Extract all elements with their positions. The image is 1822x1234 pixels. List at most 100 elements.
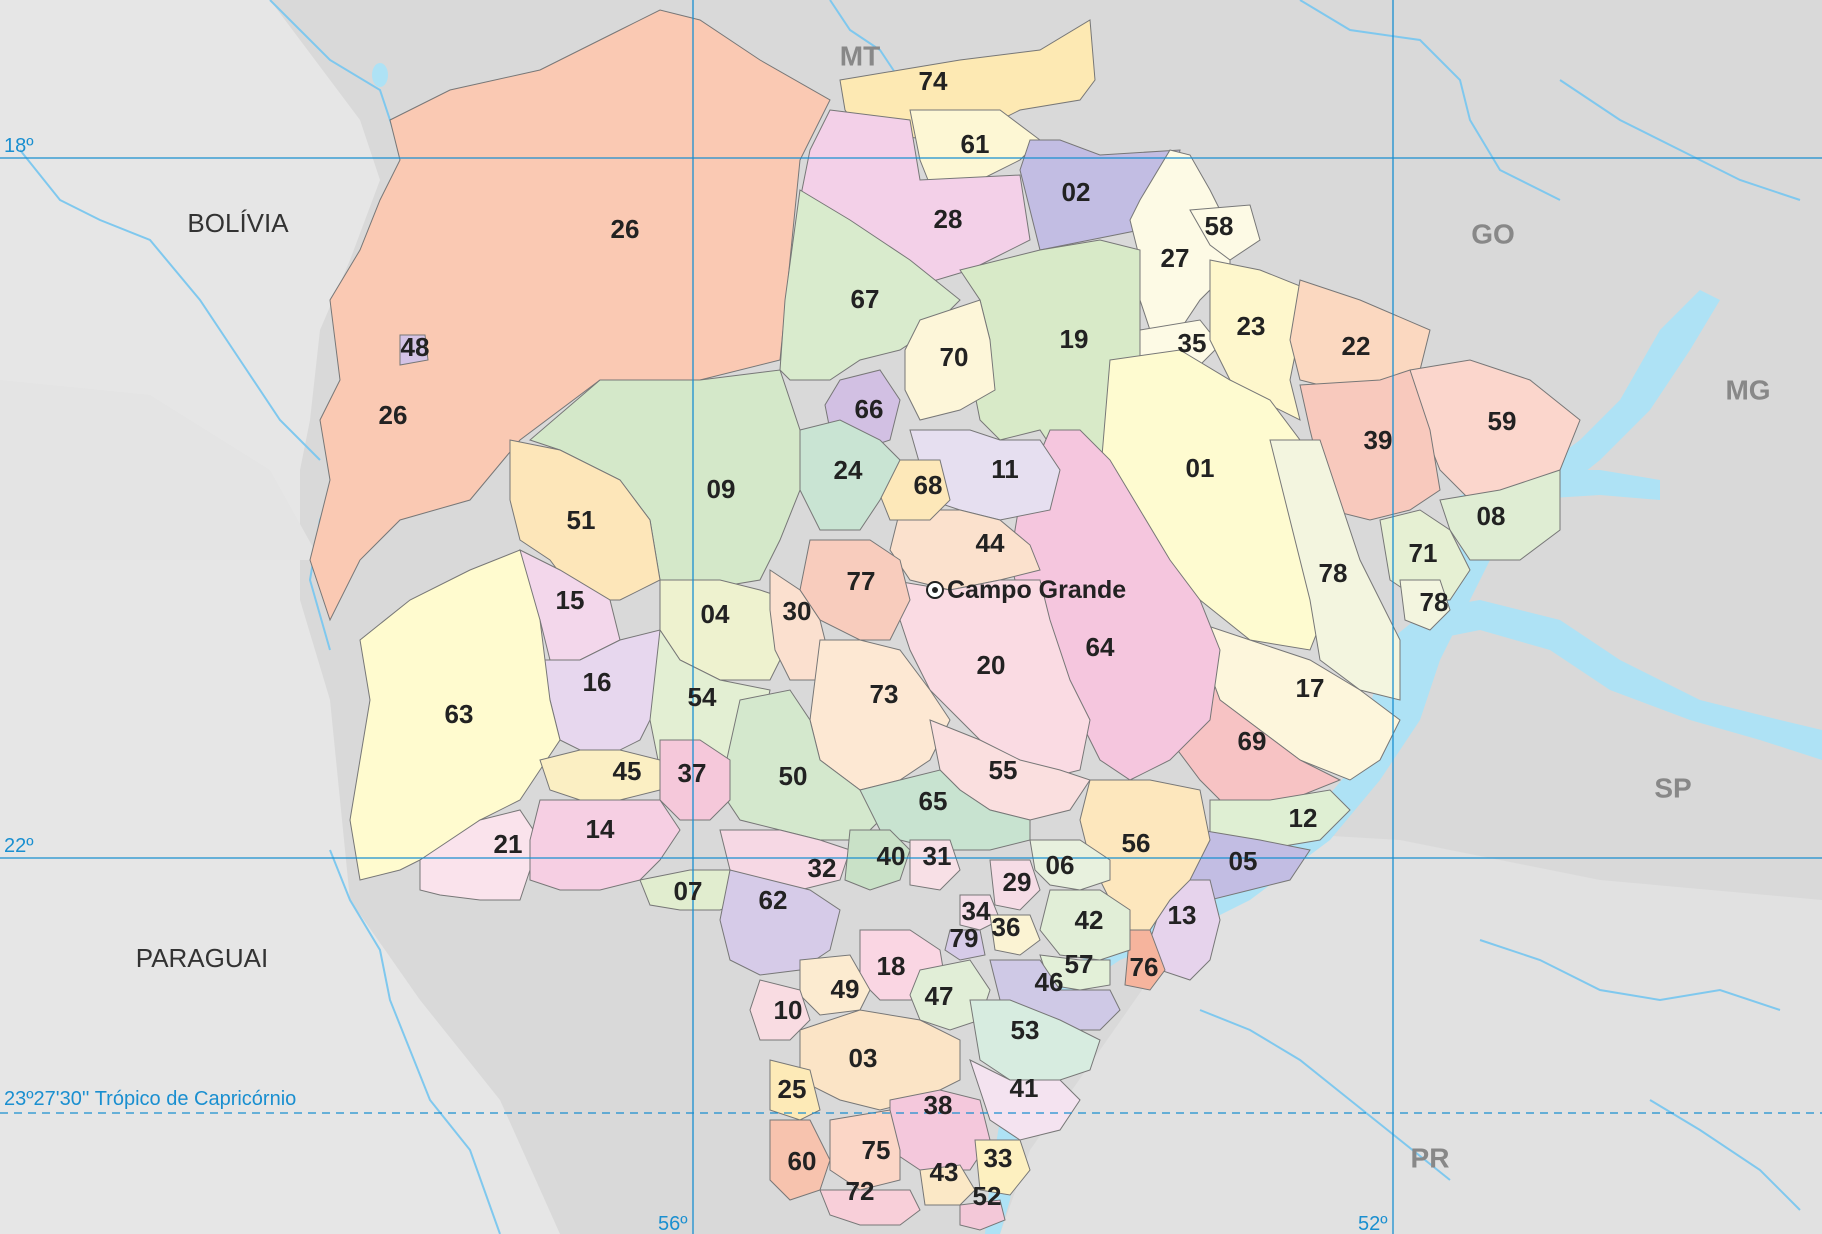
municipality-label-13: 13 — [1168, 900, 1197, 930]
municipality-label-55: 55 — [989, 755, 1018, 785]
municipality-label-27: 27 — [1161, 243, 1190, 273]
municipality-36-region — [989, 914, 1041, 956]
municipality-label-15: 15 — [556, 585, 585, 615]
municipality-label-22: 22 — [1342, 331, 1371, 361]
municipality-21-region — [419, 809, 541, 901]
municipality-label-56: 56 — [1122, 828, 1151, 858]
tropic-label: 23º27'30'' Trópico de Capricórnio — [4, 1088, 296, 1110]
municipality-label-63: 63 — [445, 699, 474, 729]
municipality-label-37: 37 — [678, 758, 707, 788]
municipalities — [309, 9, 1581, 1231]
municipality-label-03: 03 — [849, 1043, 878, 1073]
municipality-label-57: 57 — [1065, 949, 1094, 979]
municipality-label-53: 53 — [1011, 1015, 1040, 1045]
municipality-label-31: 31 — [923, 841, 952, 871]
municipality-25-region — [769, 1059, 821, 1121]
municipality-label-18: 18 — [877, 951, 906, 981]
municipality-label-32: 32 — [808, 853, 837, 883]
municipality-label-24: 24 — [834, 455, 863, 485]
rivers — [19, 0, 1801, 1234]
municipality-label-16: 16 — [583, 667, 612, 697]
municipality-70-region — [904, 299, 996, 421]
state-label-go: GO — [1471, 218, 1515, 249]
municipality-label-11: 11 — [991, 454, 1019, 484]
municipality-label-36: 36 — [992, 912, 1021, 942]
municipality-label-60: 60 — [788, 1146, 817, 1176]
municipality-label-69: 69 — [1238, 726, 1267, 756]
country-label-paraguai: PARAGUAI — [136, 943, 268, 973]
lon-label-56: 56º — [658, 1213, 688, 1234]
municipality-label-43: 43 — [930, 1157, 959, 1187]
municipality-label-51: 51 — [567, 505, 596, 535]
state-label-pr: PR — [1411, 1142, 1450, 1173]
municipality-label-21: 21 — [494, 829, 523, 859]
capital-label: Campo Grande — [947, 576, 1126, 604]
municipality-label-25: 25 — [778, 1074, 807, 1104]
region-labels: BOLÍVIA PARAGUAI MT GO MG SP PR — [136, 40, 1771, 1173]
municipality-40-region — [844, 829, 911, 891]
municipality-label-34: 34 — [962, 896, 991, 926]
municipality-label-40: 40 — [877, 841, 906, 871]
municipality-label-67: 67 — [851, 284, 880, 314]
municipality-label-54: 54 — [688, 682, 717, 712]
municipality-label-45: 45 — [613, 756, 642, 786]
municipality-label-64: 64 — [1086, 632, 1115, 662]
municipality-79-region — [944, 929, 986, 961]
country-label-bolivia: BOLÍVIA — [187, 208, 289, 238]
municipality-53-region — [969, 999, 1101, 1081]
capital-dot-center — [932, 587, 938, 593]
municipality-48-region — [399, 334, 429, 366]
municipality-label-28: 28 — [934, 204, 963, 234]
municipality-label-46: 46 — [1035, 967, 1064, 997]
municipality-label-73: 73 — [870, 679, 899, 709]
municipality-label-44: 44 — [976, 528, 1005, 558]
municipality-label-33: 33 — [984, 1143, 1013, 1173]
municipality-26-region — [309, 9, 831, 622]
municipality-31-region — [909, 839, 961, 891]
municipality-label-75: 75 — [862, 1135, 891, 1165]
municipality-label-79: 79 — [950, 923, 979, 953]
municipality-label-59: 59 — [1488, 406, 1517, 436]
municipality-label-76: 76 — [1130, 952, 1159, 982]
municipality-label-78a: 78 — [1319, 558, 1348, 588]
municipality-75-region — [829, 1109, 901, 1191]
lat-label-18: 18º — [4, 135, 34, 157]
municipality-42-region — [1039, 889, 1131, 961]
municipality-label-30: 30 — [783, 596, 812, 626]
municipality-51-region — [509, 439, 661, 601]
municipality-label-71: 71 — [1409, 538, 1438, 568]
municipality-label-09: 09 — [707, 474, 736, 504]
municipality-label-17: 17 — [1296, 673, 1325, 703]
municipality-label-01: 01 — [1186, 453, 1215, 483]
municipality-71-region — [1379, 509, 1471, 601]
municipality-label-74: 74 — [919, 66, 948, 96]
municipality-78-region — [1269, 439, 1401, 701]
municipality-41-region — [969, 1059, 1081, 1141]
municipality-label-66: 66 — [855, 394, 884, 424]
municipality-06-region — [1029, 839, 1111, 891]
municipality-label-23: 23 — [1237, 311, 1266, 341]
municipality-label-19: 19 — [1060, 324, 1089, 354]
municipality-label-12: 12 — [1289, 803, 1318, 833]
municipality-61-region — [909, 109, 1041, 186]
municipality-label-48: 48 — [401, 332, 430, 362]
municipality-63-region — [349, 549, 561, 881]
municipality-label-38: 38 — [924, 1090, 953, 1120]
lon-label-52: 52º — [1358, 1213, 1388, 1234]
municipality-label-49: 49 — [831, 974, 860, 1004]
municipality-label-02: 02 — [1062, 177, 1091, 207]
municipality-33-region — [974, 1139, 1031, 1196]
municipality-73-region — [809, 639, 951, 791]
municipality-label-42: 42 — [1075, 905, 1104, 935]
municipality-72-region — [819, 1189, 921, 1226]
municipality-label-39: 39 — [1364, 425, 1393, 455]
municipality-label-58: 58 — [1205, 211, 1234, 241]
municipality-label-61: 61 — [961, 129, 990, 159]
municipality-24-region — [799, 419, 901, 531]
municipality-label-29: 29 — [1003, 867, 1032, 897]
municipality-label-70: 70 — [940, 342, 969, 372]
municipality-label-26a: 26 — [611, 214, 640, 244]
state-label-mt: MT — [840, 40, 880, 71]
municipality-23-region — [1209, 259, 1311, 421]
municipality-label-41: 41 — [1010, 1073, 1039, 1103]
